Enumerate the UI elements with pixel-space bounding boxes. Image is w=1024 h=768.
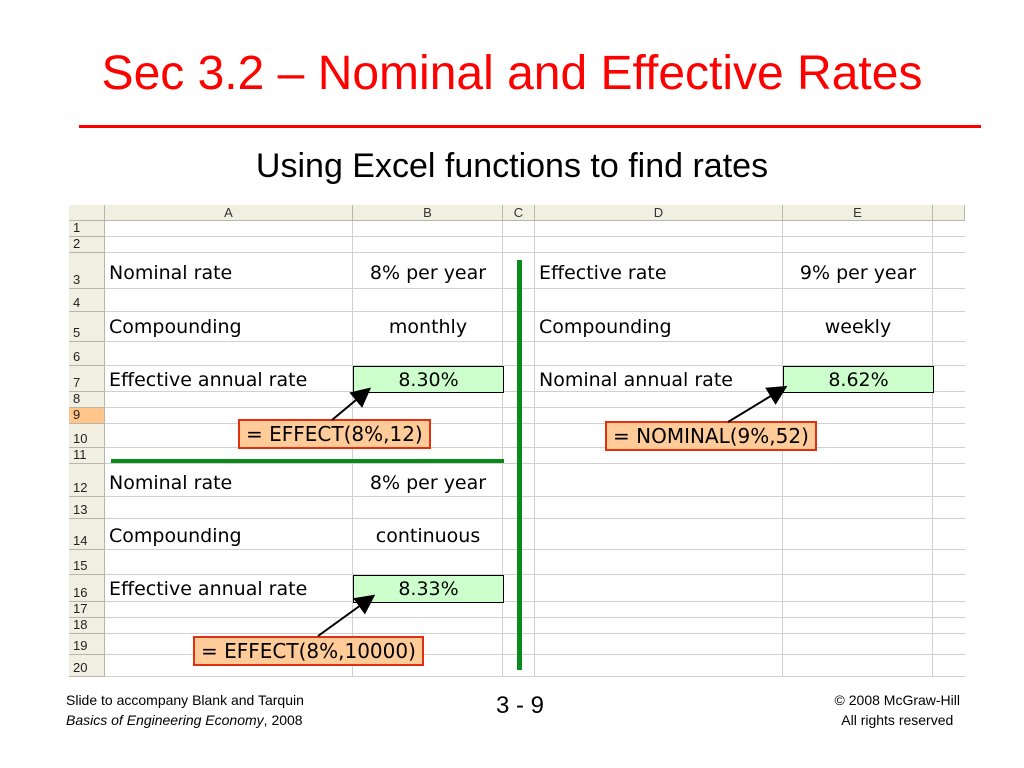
gridline-h <box>105 252 965 253</box>
row-header[interactable]: 7 <box>69 366 105 392</box>
gridline-h <box>105 654 965 655</box>
gridline-h <box>105 365 965 366</box>
gridline-h <box>105 236 965 237</box>
cell-d7-nominal-label[interactable]: Nominal annual rate <box>539 369 733 391</box>
row-header[interactable]: 20 <box>69 655 105 677</box>
column-header-e[interactable]: E <box>783 205 933 221</box>
cell-b14-compounding-value[interactable]: continuous <box>375 525 481 547</box>
row-header[interactable]: 4 <box>69 289 105 312</box>
cell-b12-nominal-value[interactable]: 8% per year <box>369 472 487 494</box>
row-header[interactable]: 19 <box>69 634 105 655</box>
row-header[interactable]: 10 <box>69 424 105 448</box>
cell-b3-nominal-value[interactable]: 8% per year <box>369 262 487 284</box>
cell-b16-effective-result[interactable]: 8.33% <box>353 575 504 603</box>
cell-a12-nominal-label[interactable]: Nominal rate <box>109 472 233 494</box>
footer-copyright: © 2008 McGraw-Hill All rights reserved <box>835 690 960 730</box>
cell-a3-nominal-label[interactable]: Nominal rate <box>109 262 233 284</box>
gridline-v <box>502 221 503 677</box>
row-header[interactable]: 11 <box>69 447 105 464</box>
row-header[interactable]: 17 <box>69 601 105 618</box>
row-header[interactable]: 13 <box>69 497 105 519</box>
row-header[interactable]: 5 <box>69 312 105 342</box>
row-header[interactable]: 6 <box>69 342 105 366</box>
slide-number: 3 - 9 <box>495 692 545 719</box>
effect-continuous-formula-callout: = EFFECT(8%,10000) <box>193 636 424 666</box>
copyright-line2: All rights reserved <box>841 712 954 728</box>
gridline-h <box>105 496 965 497</box>
cell-a5-compounding-label[interactable]: Compounding <box>109 316 242 338</box>
gridline-h <box>105 423 965 424</box>
cell-a7-effective-label[interactable]: Effective annual rate <box>109 369 308 391</box>
title-divider <box>79 125 981 128</box>
copyright-line1: © 2008 McGraw-Hill <box>834 692 960 708</box>
row-header[interactable]: 14 <box>69 519 105 550</box>
gridline-h <box>105 311 965 312</box>
footer-citation-line2: Basics of Engineering Economy, 2008 <box>66 710 304 730</box>
slide-title: Sec 3.2 – Nominal and Effective Rates <box>101 47 923 100</box>
footer-citation-line1: Slide to accompany Blank and Tarquin <box>66 692 304 708</box>
row-header[interactable]: 1 <box>69 220 105 237</box>
footer-year: , 2008 <box>263 712 303 728</box>
gridline-h <box>105 447 965 448</box>
cell-d5-compounding-label[interactable]: Compounding <box>539 316 672 338</box>
slide-subtitle: Using Excel functions to find rates <box>255 147 769 185</box>
row-header-selected[interactable]: 9 <box>69 407 105 424</box>
row-header[interactable]: 12 <box>69 464 105 497</box>
row-header[interactable]: 2 <box>69 236 105 253</box>
gridline-h <box>105 549 965 550</box>
cell-d3-effective-label[interactable]: Effective rate <box>539 262 667 284</box>
cell-b5-compounding-value[interactable]: monthly <box>388 316 468 338</box>
gridline-h <box>105 463 965 464</box>
gridline-h <box>105 391 965 392</box>
row-header[interactable]: 15 <box>69 550 105 575</box>
gridline-h <box>105 676 965 677</box>
gridline-v <box>932 221 933 677</box>
gridline-v <box>352 221 353 677</box>
gridline-h <box>105 617 965 618</box>
cell-e5-compounding-value[interactable]: weekly <box>824 316 892 338</box>
gridline-h <box>105 574 965 575</box>
row-header[interactable]: 8 <box>69 391 105 408</box>
column-header-d[interactable]: D <box>535 205 783 221</box>
footer-citation: Slide to accompany Blank and Tarquin Bas… <box>66 690 304 730</box>
horizontal-divider-line <box>111 459 504 463</box>
cell-e7-nominal-result[interactable]: 8.62% <box>783 366 934 393</box>
row-header[interactable]: 16 <box>69 575 105 602</box>
vertical-divider-line <box>517 260 522 670</box>
row-header[interactable]: 18 <box>69 617 105 634</box>
gridline-v <box>534 221 535 677</box>
column-header-b[interactable]: B <box>353 205 503 221</box>
gridline-h <box>105 407 965 408</box>
row-header[interactable]: 3 <box>69 253 105 289</box>
gridline-h <box>105 518 965 519</box>
cell-e3-effective-value[interactable]: 9% per year <box>799 262 917 284</box>
gridline-h <box>105 288 965 289</box>
cell-b7-effective-result[interactable]: 8.30% <box>353 366 504 393</box>
column-header-f[interactable] <box>933 205 965 221</box>
column-header-a[interactable]: A <box>105 205 353 221</box>
cell-a16-effective-label[interactable]: Effective annual rate <box>109 578 308 600</box>
sheet-corner[interactable] <box>69 205 105 221</box>
footer-book-title: Basics of Engineering Economy <box>66 712 264 728</box>
gridline-h <box>105 341 965 342</box>
nominal-formula-callout: = NOMINAL(9%,52) <box>605 421 817 451</box>
cell-a14-compounding-label[interactable]: Compounding <box>109 525 242 547</box>
effect-formula-callout: = EFFECT(8%,12) <box>238 419 431 449</box>
gridline-h <box>105 601 965 602</box>
column-header-c[interactable]: C <box>503 205 535 221</box>
gridline-h <box>105 633 965 634</box>
